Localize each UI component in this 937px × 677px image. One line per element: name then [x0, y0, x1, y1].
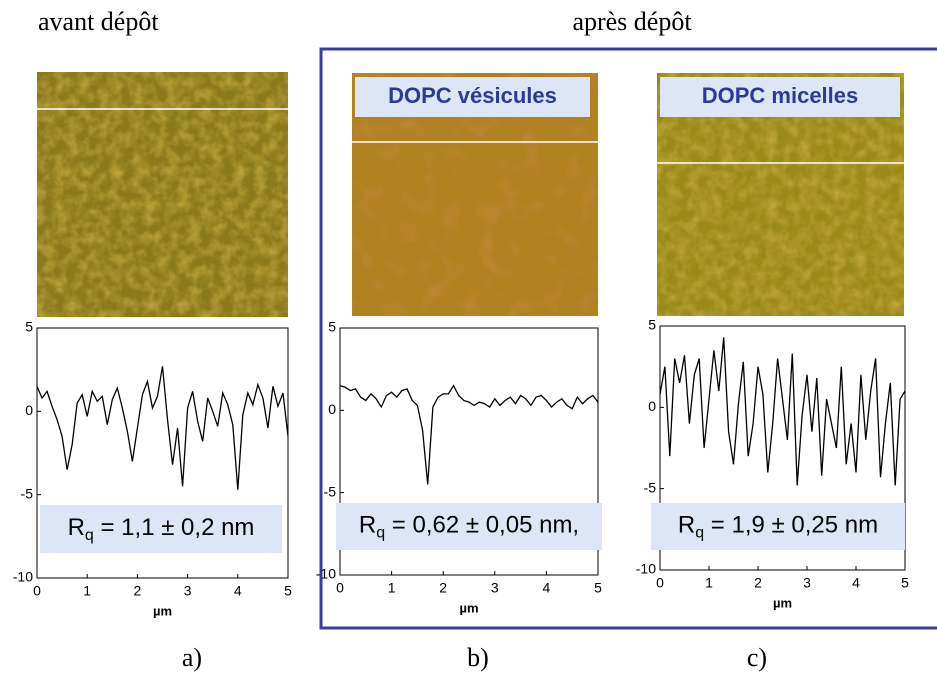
afm-image	[37, 72, 288, 317]
header: avant dépôt	[38, 7, 159, 36]
annotation-box	[40, 505, 282, 553]
y-tick-label: 5	[328, 319, 336, 335]
x-tick-label: 5	[901, 575, 909, 591]
panel-label: c)	[747, 643, 767, 672]
x-tick-label: 0	[33, 583, 41, 599]
y-tick-label: -10	[13, 569, 33, 585]
x-axis-label: µm	[773, 595, 792, 610]
y-tick-label: -10	[316, 566, 336, 582]
x-tick-label: 3	[184, 583, 192, 599]
profile-line	[339, 384, 599, 485]
annotation-symbol: R	[678, 512, 695, 539]
x-tick-label: 4	[543, 580, 551, 596]
x-tick-label: 4	[234, 583, 242, 599]
image-label-box	[660, 77, 900, 117]
x-tick-label: 2	[754, 575, 762, 591]
profile-line	[36, 366, 289, 490]
y-tick-label: 0	[25, 402, 33, 418]
x-axis-label: µm	[153, 603, 172, 618]
y-tick-label: 5	[25, 319, 33, 335]
x-tick-label: 1	[388, 580, 396, 596]
x-axis-label: µm	[459, 600, 478, 615]
y-tick-label: -10	[636, 561, 656, 577]
annotation: Rq = 1,9 ± 0,25 nm	[678, 512, 878, 542]
annotation-text: = 1,1 ± 0,2 nm	[94, 514, 255, 541]
profile-line	[659, 337, 906, 486]
x-tick-label: 5	[284, 583, 292, 599]
annotation-subscript: q	[695, 525, 704, 542]
annotation-box	[336, 503, 602, 550]
x-tick-label: 3	[491, 580, 499, 596]
x-tick-label: 2	[134, 583, 142, 599]
panel-label: a)	[182, 643, 202, 672]
annotation-text: = 1,9 ± 0,25 nm	[704, 512, 878, 539]
annotation-symbol: R	[68, 514, 85, 541]
annotation: Rq = 0,62 ± 0,05 nm,	[359, 512, 579, 542]
x-tick-label: 4	[852, 575, 860, 591]
image-label: DOPC vésicules	[388, 83, 557, 108]
annotation-subscript: q	[85, 527, 94, 544]
header: après dépôt	[572, 7, 692, 36]
x-tick-label: 3	[803, 575, 811, 591]
panel-label: b)	[467, 643, 489, 672]
y-tick-label: -5	[21, 485, 34, 501]
y-tick-label: 0	[648, 398, 656, 414]
annotation: Rq = 1,1 ± 0,2 nm	[68, 514, 255, 544]
x-tick-label: 0	[656, 575, 664, 591]
image-label-box	[355, 77, 590, 117]
x-tick-label: 1	[83, 583, 91, 599]
y-tick-label: 5	[648, 317, 656, 333]
x-tick-label: 1	[705, 575, 713, 591]
x-tick-label: 0	[336, 580, 344, 596]
x-tick-label: 2	[439, 580, 447, 596]
y-tick-label: -5	[324, 483, 337, 499]
annotation-symbol: R	[359, 512, 376, 539]
group-frame	[319, 47, 937, 630]
image-label: DOPC micelles	[702, 83, 859, 108]
y-tick-label: 0	[328, 401, 336, 417]
annotation-text: = 0,62 ± 0,05 nm,	[385, 512, 579, 539]
annotation-box	[651, 503, 905, 550]
annotation-subscript: q	[376, 525, 385, 542]
x-tick-label: 5	[594, 580, 602, 596]
y-tick-label: -5	[644, 479, 657, 495]
